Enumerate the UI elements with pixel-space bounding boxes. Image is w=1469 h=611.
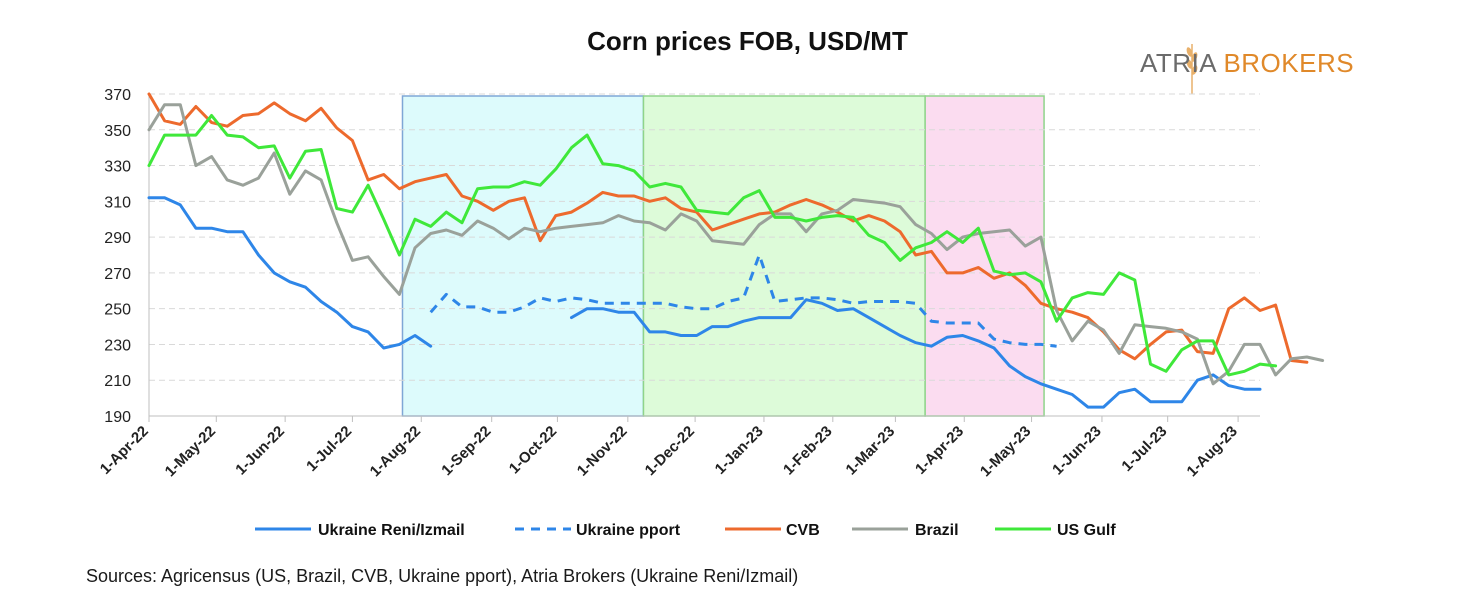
logo-text-atria: ATRIA	[1140, 48, 1216, 78]
x-tick-label: 1-Aug-23	[1184, 423, 1241, 480]
x-tick-label: 1-Mar-23	[843, 423, 899, 479]
series-line-us-gulf	[147, 114, 1278, 377]
series-line-ukraine-pport	[429, 253, 1057, 348]
source-note: Sources: Agricensus (US, Brazil, CVB, Uk…	[86, 566, 799, 586]
y-axis: 190 210 230 250 270 290 310 330 350 370	[104, 87, 150, 426]
y-tick-label: 350	[104, 123, 131, 140]
y-tick-label: 310	[104, 194, 131, 211]
x-tick-label: 1-Apr-22	[97, 423, 152, 478]
x-tick-label: 1-May-23	[977, 423, 1034, 480]
x-tick-label: 1-Sep-22	[438, 423, 494, 479]
x-tick-label: 1-Oct-22	[506, 423, 560, 477]
y-tick-label: 210	[104, 373, 131, 390]
x-tick-label: 1-Dec-22	[642, 423, 698, 479]
x-tick-label: 1-Apr-23	[912, 423, 967, 478]
shaded-region-1	[401, 95, 645, 417]
y-tick-label: 230	[104, 337, 131, 354]
legend-label-us-gulf: US Gulf	[1057, 522, 1116, 539]
y-tick-label: 250	[104, 302, 131, 319]
series-line-brazil	[147, 103, 1325, 386]
x-tick-label: 1-Jul-23	[1118, 423, 1170, 475]
shaded-region-3	[924, 95, 1045, 417]
legend-label-brazil: Brazil	[915, 522, 959, 539]
shaded-regions	[401, 95, 1045, 417]
x-tick-label: 1-Aug-22	[367, 423, 424, 480]
chart-title: Corn prices FOB, USD/MT	[587, 26, 908, 56]
x-tick-label: 1-Jul-22	[303, 423, 355, 475]
x-tick-label: 1-Jun-23	[1049, 423, 1105, 479]
x-tick-label: 1-Jun-22	[232, 423, 288, 479]
x-axis: 1-Apr-22 1-May-22 1-Jun-22 1-Jul-22 1-Aug-22…	[97, 415, 1260, 480]
series-lines	[147, 92, 1325, 409]
logo-text-brokers: BROKERS	[1223, 48, 1355, 78]
legend-label-ukraine-reni-izmail: Ukraine Reni/Izmail	[318, 522, 465, 539]
y-tick-label: 290	[104, 230, 131, 247]
atria-brokers-logo: ATRIA BROKERS	[1140, 48, 1354, 79]
legend-label-ukraine-pport: Ukraine pport	[576, 522, 681, 539]
x-tick-label: 1-Feb-23	[780, 423, 836, 479]
y-tick-label: 270	[104, 266, 131, 283]
legend: Ukraine Reni/Izmail Ukraine pport CVB Brazi…	[255, 522, 1116, 539]
y-tick-label: 190	[104, 409, 131, 426]
wheat-logo-icon	[1186, 44, 1198, 94]
series-line-ukraine-reni-izmail	[147, 196, 1262, 409]
x-tick-label: 1-May-22	[162, 423, 219, 480]
y-tick-label: 330	[104, 159, 131, 176]
x-tick-label: 1-Nov-22	[574, 423, 631, 480]
legend-label-cvb: CVB	[786, 522, 820, 539]
shaded-region-2	[642, 95, 926, 417]
x-tick-label: 1-Jan-23	[712, 423, 767, 478]
y-tick-label: 370	[104, 87, 131, 104]
